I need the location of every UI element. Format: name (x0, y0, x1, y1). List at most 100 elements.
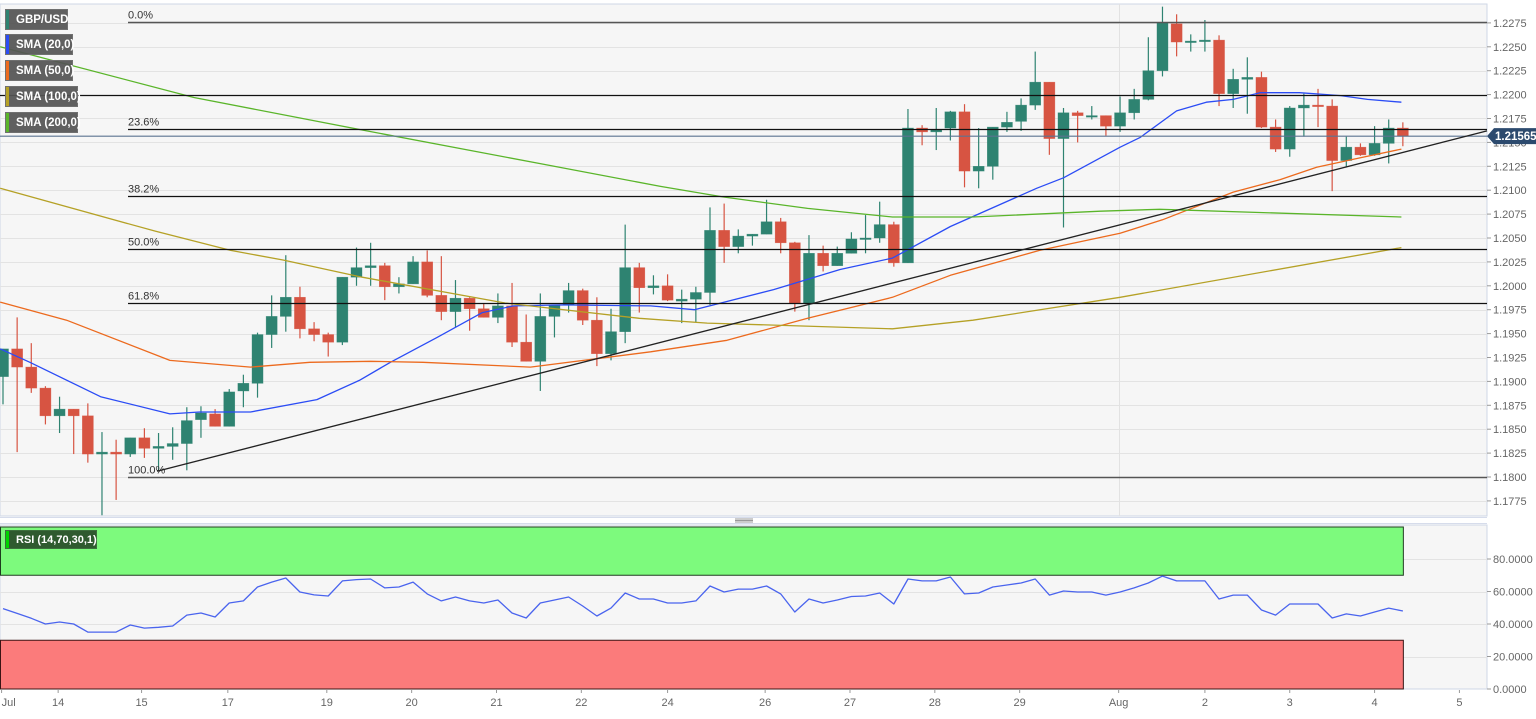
price-tick-label: 1.1850 (1493, 424, 1527, 436)
ascending-trendline[interactable] (156, 130, 1488, 472)
candle-body (562, 290, 575, 306)
trendline[interactable] (156, 130, 1488, 472)
bullish-candle (704, 207, 716, 305)
candle-body (237, 383, 250, 392)
legend-sma200-label: SMA (200,0) (16, 117, 81, 129)
bearish-candle (576, 288, 589, 325)
bullish-candle (1114, 96, 1126, 132)
candle-body (25, 366, 38, 389)
time-tick-label: 3 (1287, 697, 1293, 709)
bearish-candle (82, 403, 94, 463)
price-tick-label: 1.1900 (1493, 376, 1527, 388)
legend-sma20[interactable]: SMA (20,0) (5, 34, 75, 55)
bullish-candle (873, 201, 886, 243)
legend-sma100-label: SMA (100,0) (16, 91, 81, 103)
candle-body (902, 127, 914, 264)
bearish-candle (477, 303, 490, 318)
candle-body (633, 267, 646, 289)
candle-body (675, 298, 688, 302)
candle-body (336, 276, 349, 343)
time-tick-label: 17 (222, 697, 234, 709)
oversold-zone (0, 639, 1404, 690)
price-tag-value: 1.21565 (1495, 131, 1536, 143)
candle-body (449, 297, 462, 312)
bullish-candle (181, 407, 193, 471)
bullish-candle (265, 295, 278, 348)
sma100-color-strip (6, 87, 9, 106)
candle-body (704, 230, 716, 293)
candle-body (350, 267, 363, 278)
candle-body (817, 252, 829, 267)
legend-sma100[interactable]: SMA (100,0) (5, 86, 81, 107)
candle-body (421, 261, 434, 296)
candle-body (944, 111, 957, 129)
time-tick-label: 27 (844, 697, 856, 709)
rsi-tick-label: 80.0000 (1493, 554, 1533, 566)
price-tick-label: 1.2125 (1493, 161, 1527, 173)
legend-sma20-label: SMA (20,0) (16, 39, 75, 51)
candle-body (888, 224, 900, 264)
bullish-candle (944, 110, 957, 141)
time-tick-label: 5 (1456, 697, 1462, 709)
legend-sma50-label: SMA (50,0) (16, 65, 75, 77)
candle-body (1340, 146, 1353, 161)
bearish-candle (774, 217, 787, 254)
price-tick-label: 1.2200 (1493, 90, 1527, 102)
candle-body (1368, 143, 1381, 156)
rsi-color-strip (6, 531, 9, 548)
fibonacci-retracement[interactable]: 0.0% 23.6% 38.2% 50.0% 61.8% 100.0% (0, 10, 1487, 479)
candle-body (619, 267, 631, 332)
candle-body (223, 391, 236, 427)
fib-level-label: 100.0% (128, 465, 166, 477)
bearish-candle (294, 286, 306, 339)
bearish-candle (25, 343, 38, 393)
candle-body (873, 224, 886, 239)
legend-symbol[interactable]: GBP/USD (5, 9, 68, 30)
bullish-candle (1227, 68, 1239, 108)
candle-body (958, 111, 971, 172)
time-tick-label: 24 (661, 697, 673, 709)
price-tick-label: 1.1775 (1493, 496, 1527, 508)
candle-body (251, 334, 264, 384)
price-tick-label: 1.1950 (1493, 329, 1527, 341)
candle-body (1326, 105, 1338, 161)
bearish-candle (1326, 99, 1338, 192)
candle-body (1142, 70, 1155, 100)
bullish-candle (53, 396, 66, 434)
price-plot-area[interactable] (0, 3, 1488, 517)
price-tick-label: 1.2000 (1493, 281, 1527, 293)
candle-body (265, 316, 278, 335)
candle-body (67, 408, 80, 417)
candle-body (1227, 79, 1239, 94)
bullish-candle (166, 427, 179, 460)
price-tick-label: 1.2275 (1493, 18, 1527, 30)
bearish-candle (1100, 115, 1112, 136)
candle-body (1199, 39, 1211, 42)
candle-body (166, 443, 179, 447)
bullish-candle (605, 308, 617, 361)
legend-sma50[interactable]: SMA (50,0) (5, 60, 75, 81)
bullish-candle (1283, 106, 1296, 157)
price-tick-label: 1.2250 (1493, 42, 1527, 54)
candle-body (718, 230, 730, 247)
bullish-candle (279, 255, 292, 332)
time-tick-label: 26 (759, 697, 771, 709)
panel-resize-handle[interactable] (0, 517, 1487, 524)
candle-body (1213, 39, 1225, 94)
rsi-panel[interactable] (0, 524, 1488, 690)
candle-body (308, 328, 320, 335)
candle-body (1043, 81, 1056, 139)
sma20-line (0, 92, 1402, 415)
bullish-candle (1128, 88, 1140, 120)
candle-body (1128, 99, 1140, 114)
legend-rsi[interactable]: RSI (14,70,30,1) (5, 530, 97, 549)
candle-body (845, 238, 858, 254)
candle-body (1170, 23, 1183, 43)
legend-sma200[interactable]: SMA (200,0) (5, 112, 81, 133)
bearish-candle (1043, 81, 1056, 155)
candle-body (1298, 104, 1310, 109)
bullish-candle (1241, 57, 1254, 114)
price-panel[interactable] (0, 3, 1488, 517)
bearish-candle (1354, 143, 1367, 156)
